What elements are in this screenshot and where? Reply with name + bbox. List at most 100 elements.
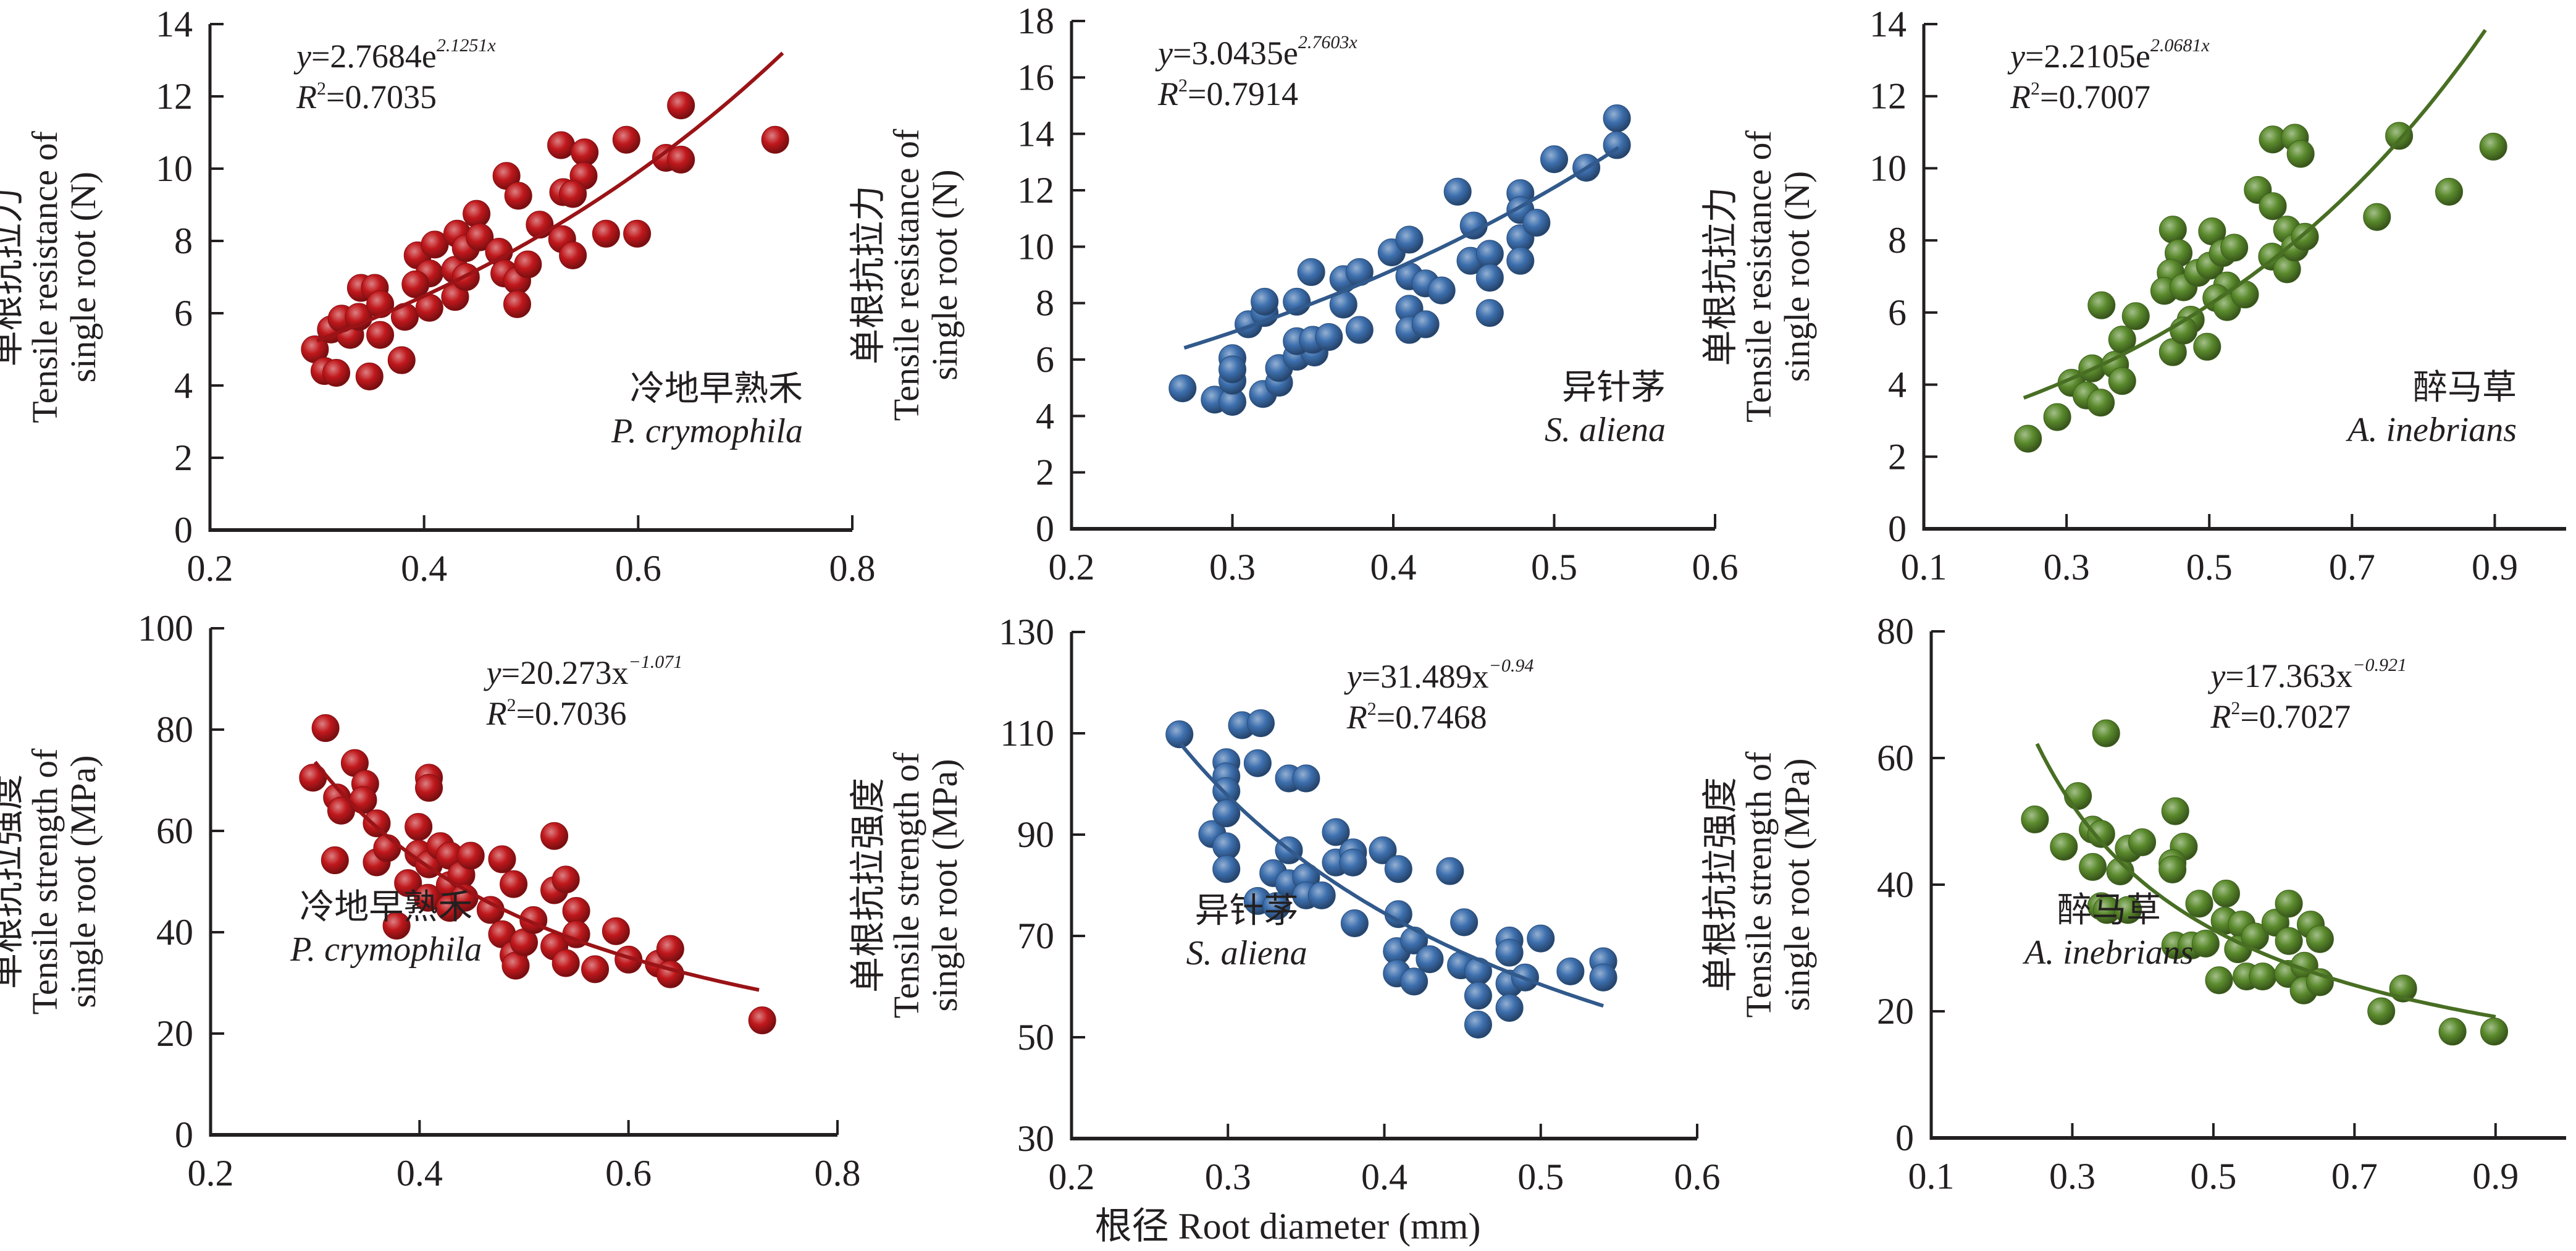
data-point bbox=[2220, 234, 2249, 262]
data-point bbox=[1464, 1011, 1492, 1038]
y-axis-label-line: 单根抗拉力 bbox=[1700, 187, 1740, 366]
r-squared: R2=0.7007 bbox=[2010, 78, 2150, 116]
data-point bbox=[2043, 403, 2071, 431]
data-point bbox=[299, 764, 327, 792]
y-axis-label-line: single root (N) bbox=[925, 169, 965, 381]
data-point bbox=[394, 869, 422, 897]
data-point bbox=[602, 917, 630, 945]
data-point bbox=[1475, 240, 1504, 268]
x-tick-label: 0.3 bbox=[1205, 1156, 1251, 1197]
y-tick-label: 20 bbox=[156, 1013, 193, 1054]
y-tick-label: 4 bbox=[1888, 364, 1907, 405]
x-tick-label: 0.2 bbox=[187, 548, 233, 589]
fit-curve bbox=[316, 51, 784, 343]
data-point bbox=[387, 346, 416, 374]
data-point bbox=[2435, 177, 2463, 206]
x-tick-label: 0.1 bbox=[1901, 547, 1947, 588]
data-point bbox=[1212, 855, 1241, 883]
y-tick-label: 4 bbox=[1036, 395, 1054, 436]
data-point bbox=[2193, 332, 2221, 361]
data-point bbox=[559, 180, 587, 208]
data-point bbox=[373, 834, 401, 862]
data-point bbox=[2161, 797, 2189, 825]
x-tick-label: 0.4 bbox=[401, 548, 447, 589]
data-point bbox=[1395, 225, 1424, 254]
x-tick-label: 0.6 bbox=[1692, 547, 1739, 588]
data-point bbox=[2363, 203, 2391, 231]
data-point bbox=[2385, 122, 2414, 150]
data-point bbox=[1168, 374, 1197, 403]
x-tick-label: 0.4 bbox=[396, 1153, 443, 1194]
y-tick-label: 6 bbox=[174, 293, 193, 334]
data-point bbox=[2108, 367, 2136, 395]
y-tick-label: 40 bbox=[156, 912, 193, 953]
y-tick-label: 2 bbox=[174, 437, 193, 478]
y-tick-label: 12 bbox=[1869, 76, 1907, 117]
data-point bbox=[2021, 805, 2049, 833]
fit-curve bbox=[1183, 146, 1620, 350]
x-tick-label: 0.4 bbox=[1370, 547, 1417, 588]
data-point bbox=[552, 866, 580, 894]
data-point bbox=[2249, 962, 2277, 991]
data-point bbox=[1411, 310, 1440, 339]
species-name-latin: P. crymophila bbox=[290, 930, 482, 969]
data-point bbox=[1307, 881, 1336, 909]
y-axis-label-line: single root (N) bbox=[63, 172, 103, 383]
r-squared: R2=0.7036 bbox=[486, 695, 627, 732]
data-point bbox=[547, 131, 576, 159]
data-point bbox=[581, 955, 610, 984]
y-tick-label: 12 bbox=[156, 76, 193, 117]
y-tick-label: 100 bbox=[138, 608, 193, 649]
species-name-chinese: 异针茅 bbox=[1195, 892, 1299, 930]
y-tick-label: 0 bbox=[1895, 1118, 1914, 1158]
data-point bbox=[2159, 216, 2187, 244]
data-point bbox=[421, 230, 449, 259]
data-point bbox=[504, 182, 532, 210]
data-point bbox=[415, 773, 443, 802]
data-point bbox=[463, 200, 491, 228]
scatter-points bbox=[2014, 122, 2507, 453]
y-axis-label-line: 单根抗拉强度 bbox=[1700, 777, 1740, 992]
data-point bbox=[748, 1006, 776, 1035]
data-point bbox=[405, 812, 433, 841]
data-point bbox=[612, 125, 640, 154]
x-tick-label: 0.9 bbox=[2472, 547, 2518, 588]
y-tick-label: 80 bbox=[1877, 611, 1914, 652]
y-tick-label: 2 bbox=[1888, 436, 1907, 477]
y-tick-label: 0 bbox=[174, 510, 193, 550]
data-point bbox=[1384, 855, 1412, 883]
data-point bbox=[322, 359, 351, 387]
species-name-latin: P. crymophila bbox=[611, 412, 803, 450]
data-point bbox=[656, 935, 684, 963]
data-point bbox=[571, 138, 599, 167]
data-point bbox=[1251, 287, 1279, 316]
data-point bbox=[1443, 177, 1472, 206]
fit-curve bbox=[1179, 743, 1604, 1008]
data-point bbox=[382, 911, 411, 940]
species-name-chinese: 醉马草 bbox=[2057, 891, 2161, 930]
data-point bbox=[503, 290, 531, 318]
data-point bbox=[1339, 848, 1367, 877]
x-tick-label: 0.3 bbox=[1209, 547, 1256, 588]
species-name-latin: S. aliena bbox=[1545, 411, 1666, 449]
y-tick-label: 14 bbox=[1017, 114, 1054, 154]
y-tick-label: 0 bbox=[175, 1114, 193, 1155]
y-tick-label: 70 bbox=[1017, 916, 1054, 956]
species-name-chinese: 醉马草 bbox=[2413, 369, 2517, 407]
data-point bbox=[2185, 890, 2213, 918]
species-name-chinese: 冷地早熟禾 bbox=[630, 370, 803, 408]
r-squared: R2=0.7035 bbox=[296, 78, 437, 116]
data-point bbox=[311, 714, 340, 743]
x-tick-label: 0.6 bbox=[605, 1153, 652, 1194]
y-axis-label-line: single root (MPa) bbox=[63, 755, 103, 1008]
y-tick-label: 40 bbox=[1877, 864, 1914, 905]
data-point bbox=[2367, 997, 2396, 1026]
data-point bbox=[500, 870, 528, 898]
y-axis-label-line: single root (N) bbox=[1777, 171, 1817, 382]
data-point bbox=[559, 241, 587, 269]
fit-equation: y=2.2105e2.0681x bbox=[2007, 35, 2210, 75]
data-point bbox=[1464, 982, 1492, 1010]
data-point bbox=[1345, 316, 1374, 344]
